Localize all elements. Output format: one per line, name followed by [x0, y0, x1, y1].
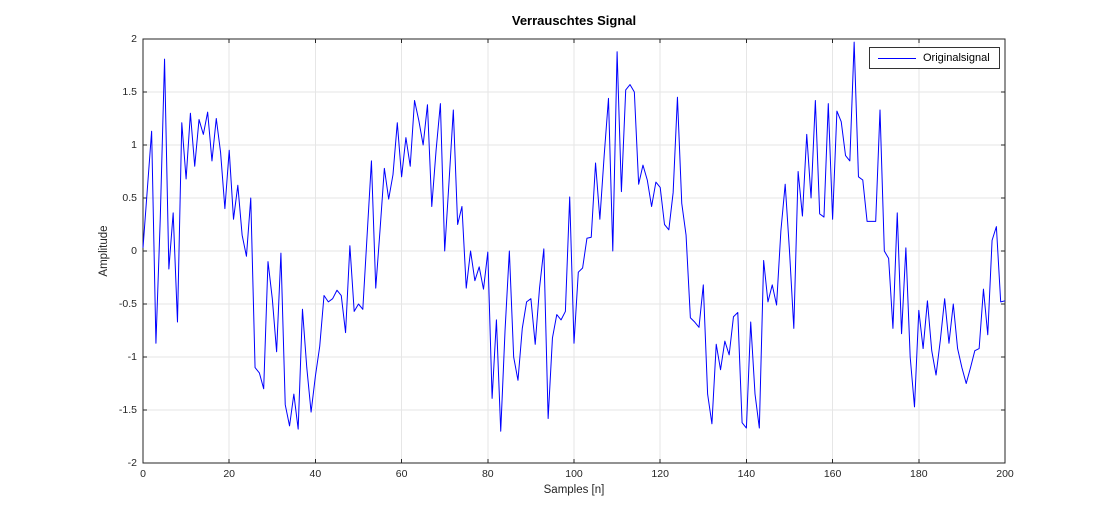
y-tick-label: 2: [131, 33, 137, 45]
x-axis-label: Samples [n]: [543, 484, 605, 496]
y-tick-label: 0.5: [122, 192, 137, 204]
x-tick-label: 60: [395, 468, 408, 480]
x-tick-label: 80: [481, 468, 494, 480]
x-tick-label: 100: [565, 468, 583, 480]
x-tick-label: 180: [910, 468, 928, 480]
legend[interactable]: Originalsignal: [869, 47, 1000, 69]
y-tick-label: -1.5: [118, 404, 137, 416]
y-tick-label: -1: [127, 351, 137, 363]
signal-line: [142, 41, 1006, 432]
y-tick-label: 1.5: [122, 86, 137, 98]
y-tick-label: 0: [131, 245, 137, 257]
y-tick-label: -0.5: [118, 298, 137, 310]
x-tick-label: 20: [223, 468, 236, 480]
x-tick-label: 120: [651, 468, 669, 480]
x-tick-label: 40: [309, 468, 322, 480]
y-tick-label: 1: [131, 139, 137, 151]
chart-title: Verrauschtes Signal: [511, 13, 637, 28]
y-tick-label: -2: [127, 457, 137, 469]
x-tick-label: 200: [996, 468, 1014, 480]
x-tick-label: 160: [823, 468, 842, 480]
x-tick-label: 140: [737, 468, 756, 480]
legend-line-sample: [878, 57, 916, 59]
legend-entry-label: Originalsignal: [923, 52, 990, 64]
x-tick-label: 0: [140, 468, 146, 480]
